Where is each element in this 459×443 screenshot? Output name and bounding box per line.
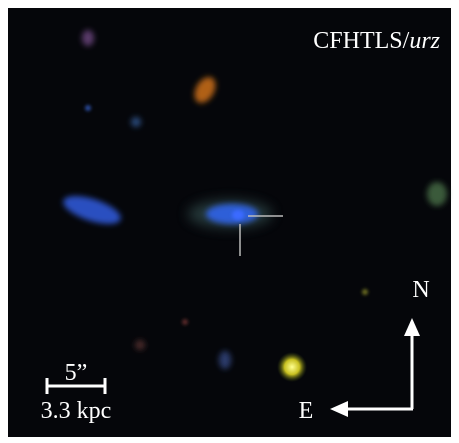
survey-name: CFHTLS/ — [313, 28, 409, 54]
compass — [330, 318, 420, 417]
faint-source — [82, 30, 94, 46]
east-label: E — [299, 398, 314, 424]
faint-source — [182, 319, 188, 325]
faint-source — [131, 117, 141, 127]
blue-galaxy — [63, 196, 121, 224]
survey-bands: urz — [409, 28, 440, 54]
survey-label: CFHTLS/urz — [313, 28, 440, 54]
faint-source — [135, 340, 145, 350]
scale-bar — [45, 378, 107, 394]
faint-source — [219, 351, 231, 369]
faint-source — [85, 105, 91, 111]
faint-source — [362, 289, 368, 295]
north-arrowhead — [404, 318, 420, 336]
crosshair — [239, 215, 283, 256]
north-label: N — [412, 277, 429, 303]
east-arrowhead — [330, 401, 348, 417]
green-galaxy — [427, 182, 447, 206]
galaxy-core — [232, 210, 244, 220]
sources — [63, 30, 447, 382]
star — [277, 352, 307, 382]
orange-galaxy — [194, 77, 216, 103]
scale-distance: 3.3 kpc — [41, 398, 112, 424]
scale-angle: 5” — [65, 360, 88, 386]
target-galaxy — [206, 204, 258, 224]
